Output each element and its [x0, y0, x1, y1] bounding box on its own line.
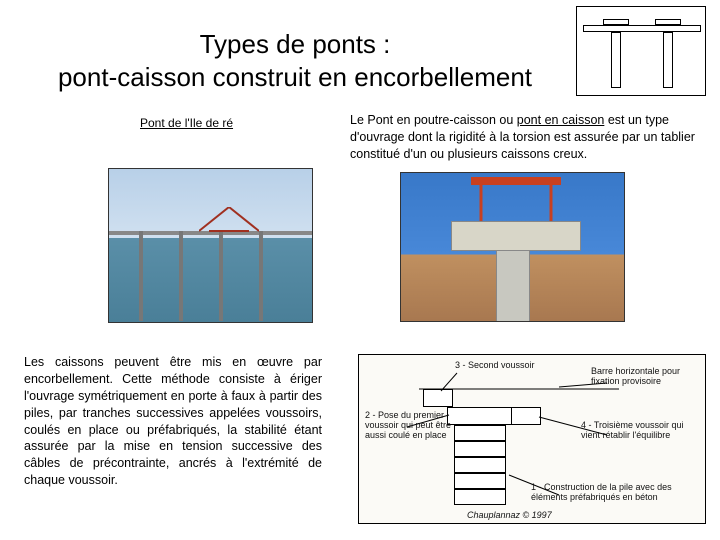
text-pre: Le Pont en poutre-caisson ou [350, 113, 517, 127]
title-line-2: pont-caisson construit en encorbellement [20, 61, 570, 94]
diagram-label-1: 1 - Construction de la pile avec des élé… [531, 483, 703, 503]
diagram-label-2: 2 - Pose du premier voussoir qui peut êt… [365, 411, 453, 441]
paragraph-method: Les caissons peuvent être mis en œuvre p… [24, 354, 322, 489]
diagram-credit: Chauplannaz © 1997 [467, 510, 552, 520]
photo2-pier [496, 248, 530, 322]
photo-pier [259, 231, 263, 321]
photo2-crane [471, 177, 561, 223]
diagram-construction-sequence: 3 - Second voussoir Barre horizontale po… [358, 354, 706, 524]
photo-pier [179, 231, 183, 321]
diagram-label-barre: Barre horizontale pour fixation provisoi… [591, 367, 703, 387]
caption-ile-de-re: Pont de l'Ile de ré [140, 116, 233, 130]
text-underlined: pont en caisson [517, 113, 605, 127]
paragraph-definition: Le Pont en poutre-caisson ou pont en cai… [350, 112, 710, 163]
photo-pier [139, 231, 143, 321]
diagram-label-4: 4 - Troisième voussoir qui vient rétabli… [581, 421, 703, 441]
diagram-label-3: 3 - Second voussoir [455, 361, 565, 371]
photo-pier [219, 231, 223, 321]
diagram-pier [611, 32, 621, 88]
photo-caisson-closeup [400, 172, 625, 322]
title-line-1: Types de ponts : [20, 28, 570, 61]
diagram-cap [603, 19, 629, 25]
tech-diagram-corbelling [576, 6, 706, 96]
diagram-pier [663, 32, 673, 88]
diagram-cap [655, 19, 681, 25]
slide-title: Types de ponts : pont-caisson construit … [20, 28, 570, 93]
photo2-caisson [451, 221, 581, 251]
diagram-deck [583, 25, 701, 32]
photo-crane [199, 207, 259, 233]
photo-pont-ile-de-re [108, 168, 313, 323]
